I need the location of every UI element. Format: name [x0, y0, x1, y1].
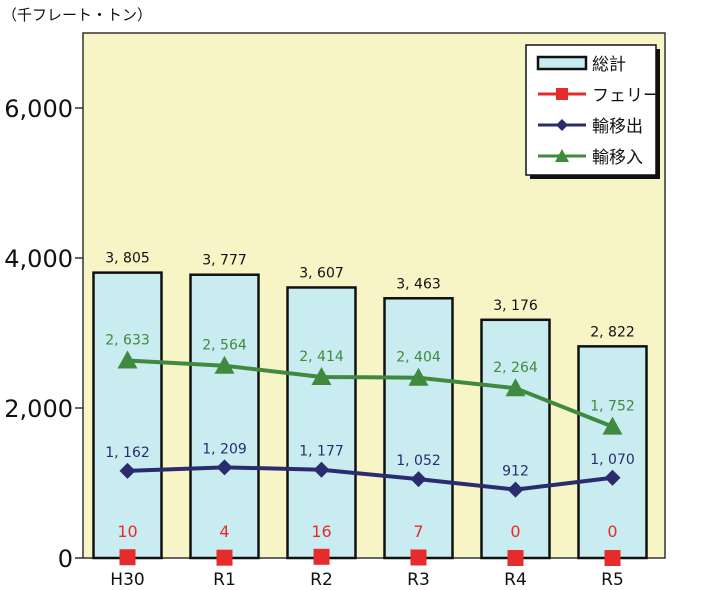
legend-swatch-bar: [536, 55, 588, 71]
import-value-label: 2, 264: [493, 360, 538, 376]
import-marker: [602, 416, 623, 435]
y-tick-label: 0: [58, 545, 73, 573]
import-value-label: 2, 633: [105, 333, 150, 349]
ferry-value-label: 0: [510, 522, 520, 541]
x-tick-label: R3: [407, 570, 430, 590]
import-value-label: 1, 752: [590, 399, 635, 415]
bar-total: [577, 345, 648, 560]
export-marker: [410, 471, 427, 488]
ferry-value-label: 10: [117, 522, 137, 541]
bar-total: [480, 318, 551, 560]
ferry-value-label: 4: [219, 522, 229, 541]
bar-total: [286, 286, 357, 560]
bar-total-value-label: 3, 463: [396, 276, 441, 292]
ferry-value-label: 7: [413, 522, 423, 541]
x-tick-label: H30: [110, 570, 144, 590]
ferry-marker: [216, 549, 233, 566]
x-tick-label: R5: [601, 570, 624, 590]
export-value-label: 1, 209: [202, 441, 247, 457]
export-value-label: 1, 070: [590, 452, 635, 468]
legend-label: 輸移出: [592, 117, 643, 137]
unit-label: （千フレート・トン）: [2, 6, 153, 24]
export-value-label: 912: [502, 464, 529, 480]
export-value-label: 1, 177: [299, 444, 344, 460]
x-tick-label: R2: [310, 570, 333, 590]
y-tick-label: 2,000: [4, 395, 73, 423]
export-marker: [119, 462, 136, 479]
legend-marker-square: [556, 88, 568, 100]
bar-total-value-label: 3, 607: [299, 265, 344, 281]
ferry-marker: [604, 550, 621, 566]
series-line-diamond: [127, 465, 613, 492]
bar-total-value-label: 3, 176: [493, 298, 538, 314]
x-tick-label: R4: [504, 570, 527, 590]
export-marker: [313, 461, 330, 478]
ferry-marker: [119, 549, 136, 566]
legend-label: 総計: [592, 55, 626, 75]
import-marker: [117, 350, 138, 369]
ferry-marker: [507, 550, 524, 566]
ferry-marker: [410, 549, 427, 566]
export-marker: [604, 469, 621, 486]
legend-label: フェリー: [592, 86, 660, 106]
import-marker: [311, 366, 332, 385]
export-value-label: 1, 162: [105, 445, 150, 461]
import-value-label: 2, 564: [202, 338, 247, 354]
ferry-value-label: 0: [607, 522, 617, 541]
legend-marker-diamond: [556, 119, 568, 131]
bar-total: [383, 297, 454, 560]
ferry-marker: [313, 548, 330, 565]
import-marker: [408, 367, 429, 386]
legend-marker-triangle: [555, 149, 569, 162]
y-tick-label: 4,000: [4, 245, 73, 273]
export-value-label: 1, 052: [396, 453, 441, 469]
bar-total-value-label: 2, 822: [590, 324, 635, 340]
bar-total: [189, 273, 260, 560]
import-marker: [214, 355, 235, 374]
series-line-triangle: [127, 358, 614, 429]
import-value-label: 2, 404: [396, 350, 441, 366]
import-value-label: 2, 414: [299, 349, 344, 365]
export-marker: [507, 481, 524, 498]
legend-label: 輸移入: [592, 148, 643, 168]
y-tick-label: 6,000: [4, 95, 73, 123]
bar-total-value-label: 3, 805: [105, 251, 150, 267]
bar-total: [92, 271, 163, 560]
x-tick-label: R1: [213, 570, 236, 590]
ferry-value-label: 16: [311, 522, 331, 541]
bar-total-value-label: 3, 777: [202, 253, 247, 269]
export-marker: [216, 459, 233, 476]
import-marker: [505, 378, 526, 397]
